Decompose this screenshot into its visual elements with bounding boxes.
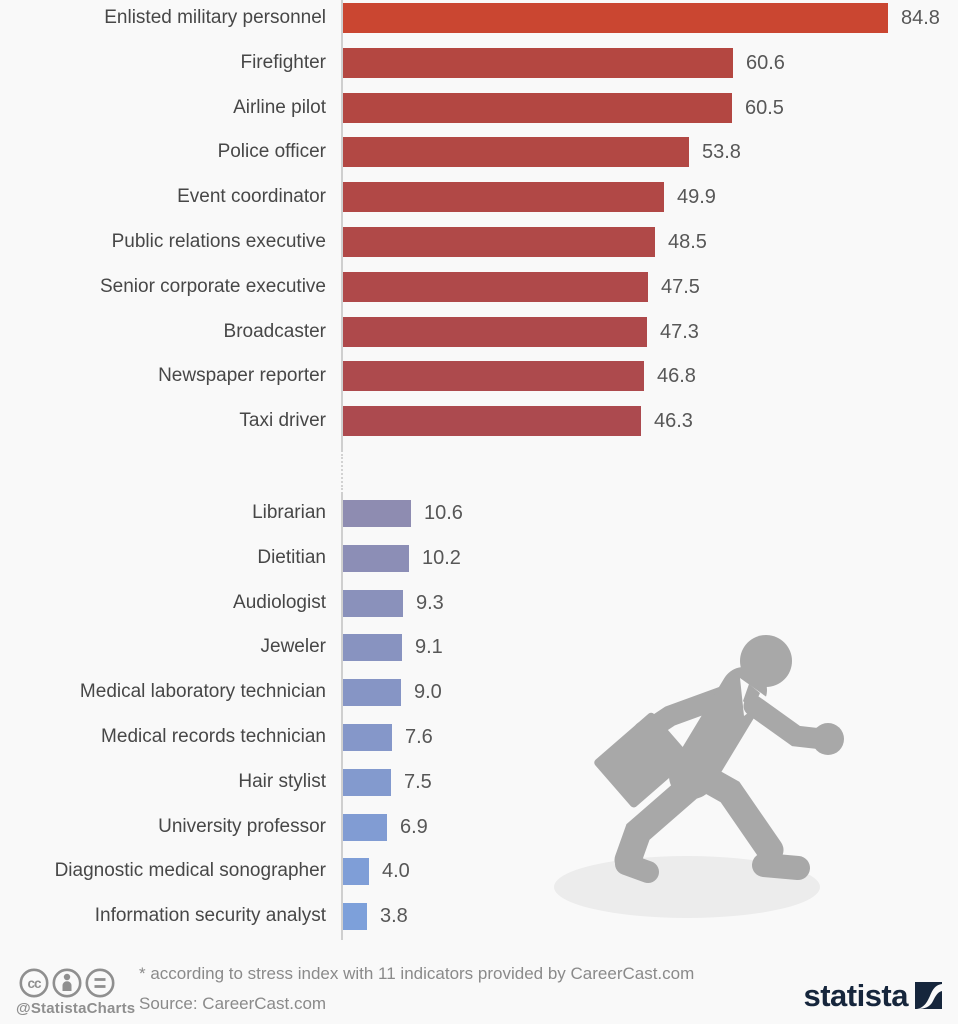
category-label: Public relations executive (111, 231, 326, 252)
bar (343, 544, 409, 572)
bar (343, 317, 647, 347)
category-label: Police officer (217, 141, 326, 162)
bar (343, 857, 369, 885)
bar (343, 813, 387, 841)
attribution-person-icon (52, 968, 82, 998)
fist (812, 723, 844, 755)
value-label: 60.6 (746, 52, 785, 74)
category-label: Hair stylist (238, 771, 326, 792)
svg-text:cc: cc (27, 976, 42, 991)
torso (669, 667, 767, 799)
value-label: 47.5 (661, 276, 700, 298)
source-line: Source: CareerCast.com (139, 994, 327, 1013)
category-label: Airline pilot (233, 97, 326, 118)
bar (343, 723, 392, 751)
bar (343, 48, 733, 78)
briefcase-icon (594, 712, 691, 808)
category-label: Taxi driver (239, 410, 326, 431)
value-label: 7.6 (405, 726, 433, 748)
bar (343, 406, 641, 436)
category-label: Information security analyst (94, 905, 326, 926)
statista-logo: statista (803, 980, 942, 1011)
statista-logo-mark (915, 982, 942, 1009)
value-label: 48.5 (668, 231, 707, 253)
front-shoe (752, 853, 810, 880)
axis-line-top (341, 0, 343, 452)
value-label: 7.5 (404, 771, 432, 793)
category-label: Senior corporate executive (99, 276, 326, 297)
category-label: Medical laboratory technician (79, 681, 326, 702)
bar (343, 227, 655, 257)
category-label: Diagnostic medical sonographer (54, 860, 326, 881)
cc-icon: cc (19, 968, 49, 998)
category-label: University professor (158, 816, 326, 837)
axis-break-dotted (341, 454, 343, 490)
value-label: 9.1 (415, 636, 443, 658)
value-label: 9.3 (416, 592, 444, 614)
running-businessman-illustration (554, 635, 844, 918)
value-label: 49.9 (677, 186, 716, 208)
value-label: 53.8 (702, 141, 741, 163)
creative-commons-badges: cc (19, 968, 115, 998)
axis-line-bottom (341, 492, 343, 940)
statista-charts-handle: @StatistaCharts (16, 1000, 136, 1017)
chart-footnote: * according to stress index with 11 indi… (139, 964, 695, 983)
bar (343, 361, 644, 391)
forward-arm (743, 695, 833, 750)
category-label: Dietitian (257, 547, 326, 568)
category-label: Medical records technician (101, 726, 326, 747)
value-label: 46.8 (657, 365, 696, 387)
value-label: 3.8 (380, 905, 408, 927)
equals-icon (85, 968, 115, 998)
bar (343, 678, 401, 706)
hand-on-briefcase (633, 721, 655, 743)
bar (343, 272, 648, 302)
value-label: 46.3 (654, 410, 693, 432)
head (740, 635, 792, 687)
category-label: Firefighter (240, 52, 326, 73)
value-label: 4.0 (382, 860, 410, 882)
bar (343, 93, 732, 123)
value-label: 10.2 (422, 547, 461, 569)
category-label: Event coordinator (177, 186, 326, 207)
value-label: 47.3 (660, 321, 699, 343)
bar (343, 137, 689, 167)
statista-logo-text: statista (803, 978, 908, 1013)
category-label: Audiologist (233, 592, 326, 613)
category-label: Enlisted military personnel (104, 7, 326, 28)
bar (343, 633, 402, 661)
category-label: Librarian (252, 502, 326, 523)
bar (343, 902, 367, 930)
bar (343, 768, 391, 796)
back-leg (614, 764, 714, 874)
category-label: Broadcaster (223, 321, 326, 342)
category-label: Newspaper reporter (158, 365, 326, 386)
category-label: Jeweler (260, 636, 326, 657)
back-shoe (615, 853, 659, 883)
bar (343, 182, 664, 212)
value-label: 9.0 (414, 681, 442, 703)
bar (343, 589, 403, 617)
value-label: 84.8 (901, 7, 940, 29)
value-label: 60.5 (745, 97, 784, 119)
bar (343, 499, 411, 527)
value-label: 10.6 (424, 502, 463, 524)
value-label: 6.9 (400, 816, 428, 838)
bar (343, 3, 888, 33)
